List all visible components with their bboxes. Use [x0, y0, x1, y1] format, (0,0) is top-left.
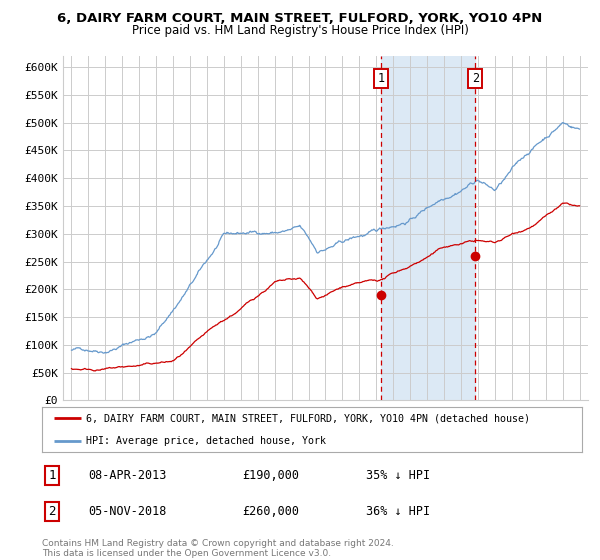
Text: £190,000: £190,000 — [242, 469, 299, 482]
Text: HPI: Average price, detached house, York: HPI: Average price, detached house, York — [86, 436, 326, 446]
Text: Contains HM Land Registry data © Crown copyright and database right 2024.
This d: Contains HM Land Registry data © Crown c… — [42, 539, 394, 558]
Text: 2: 2 — [472, 72, 479, 85]
Text: 6, DAIRY FARM COURT, MAIN STREET, FULFORD, YORK, YO10 4PN: 6, DAIRY FARM COURT, MAIN STREET, FULFOR… — [58, 12, 542, 25]
Text: 35% ↓ HPI: 35% ↓ HPI — [366, 469, 430, 482]
Text: 05-NOV-2018: 05-NOV-2018 — [88, 505, 166, 518]
Text: 08-APR-2013: 08-APR-2013 — [88, 469, 166, 482]
Text: £260,000: £260,000 — [242, 505, 299, 518]
Text: 1: 1 — [49, 469, 56, 482]
Bar — [381, 56, 475, 400]
Text: 2: 2 — [49, 505, 56, 518]
Text: Price paid vs. HM Land Registry's House Price Index (HPI): Price paid vs. HM Land Registry's House … — [131, 24, 469, 37]
Text: 1: 1 — [377, 72, 385, 85]
Text: 36% ↓ HPI: 36% ↓ HPI — [366, 505, 430, 518]
Text: 6, DAIRY FARM COURT, MAIN STREET, FULFORD, YORK, YO10 4PN (detached house): 6, DAIRY FARM COURT, MAIN STREET, FULFOR… — [86, 413, 530, 423]
